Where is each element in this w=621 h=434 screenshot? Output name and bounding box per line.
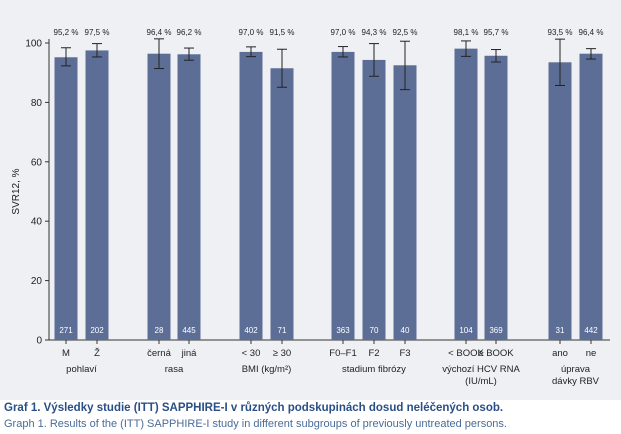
bar	[548, 62, 572, 341]
category-label: < BOOK	[448, 348, 484, 359]
value-label: 96,2 %	[177, 28, 202, 37]
category-label: jiná	[181, 348, 198, 359]
category-label: F3	[399, 348, 410, 359]
category-label: M	[62, 348, 70, 359]
bar	[270, 68, 294, 341]
n-label: 442	[584, 326, 598, 335]
value-label: 95,7 %	[484, 28, 509, 37]
value-label: 97,5 %	[85, 28, 110, 37]
value-label: 96,4 %	[147, 28, 172, 37]
y-tick-label: 20	[31, 276, 43, 287]
y-tick-label: 40	[31, 217, 43, 228]
bar	[454, 48, 478, 340]
n-label: 271	[59, 326, 73, 335]
bar	[177, 54, 201, 340]
group-label: (IU/mL)	[465, 376, 497, 387]
caption-english: Graph 1. Results of the (ITT) SAPPHIRE-I…	[4, 418, 507, 430]
value-label: 92,5 %	[393, 28, 418, 37]
n-label: 104	[459, 326, 473, 335]
caption-czech: Graf 1. Výsledky studie (ITT) SAPPHIRE-I…	[4, 402, 504, 414]
category-label: ano	[552, 348, 568, 359]
bar	[331, 51, 355, 340]
n-label: 40	[401, 326, 410, 335]
category-label: černá	[147, 348, 171, 359]
value-label: 96,4 %	[579, 28, 604, 37]
group-label: stadium fibrózy	[342, 364, 406, 375]
n-label: 369	[489, 326, 503, 335]
chart-panel: 0 20 40 60 80 100 SVR12, % 95,2 % 271 M 97,5 % 202 Ž…	[0, 0, 621, 400]
bar	[362, 59, 386, 340]
y-tick-label: 0	[36, 336, 42, 347]
bar	[484, 55, 508, 341]
bar	[147, 53, 171, 340]
category-label: ≥ 30	[273, 348, 291, 359]
y-axis-title: SVR12, %	[11, 168, 22, 214]
group-label: rasa	[165, 364, 184, 375]
value-label: 98,1 %	[454, 28, 479, 37]
n-label: 202	[90, 326, 104, 335]
category-label: F0–F1	[329, 348, 356, 359]
n-label: 71	[278, 326, 287, 335]
group-label: pohlaví	[66, 364, 97, 375]
n-label: 445	[182, 326, 196, 335]
y-tick-label: 80	[31, 98, 43, 109]
bar	[239, 51, 263, 340]
value-label: 95,2 %	[54, 28, 79, 37]
bar	[579, 53, 603, 340]
group-label: dávky RBV	[552, 376, 600, 387]
n-label: 70	[370, 326, 379, 335]
n-label: 28	[155, 326, 164, 335]
value-label: 97,0 %	[331, 28, 356, 37]
bar-chart: 0 20 40 60 80 100 SVR12, % 95,2 % 271 M 97,5 % 202 Ž…	[11, 28, 610, 387]
group-label: úprava	[561, 364, 591, 375]
n-label: 402	[244, 326, 258, 335]
value-label: 93,5 %	[548, 28, 573, 37]
y-tick-label: 100	[25, 39, 42, 50]
category-label: F2	[368, 348, 379, 359]
category-label: ≥ BOOK	[478, 348, 514, 359]
group-label: BMI (kg/m²)	[242, 364, 292, 375]
group-label: výchozí HCV RNA	[442, 364, 520, 375]
value-label: 94,3 %	[362, 28, 387, 37]
n-label: 363	[336, 326, 350, 335]
bar	[393, 65, 417, 341]
n-label: 31	[556, 326, 565, 335]
value-label: 97,0 %	[239, 28, 264, 37]
bar	[85, 50, 109, 341]
category-label: Ž	[94, 348, 100, 359]
category-label: ne	[586, 348, 597, 359]
value-label: 91,5 %	[270, 28, 295, 37]
y-tick-label: 60	[31, 157, 43, 168]
bar	[54, 57, 78, 340]
category-label: < 30	[242, 348, 261, 359]
